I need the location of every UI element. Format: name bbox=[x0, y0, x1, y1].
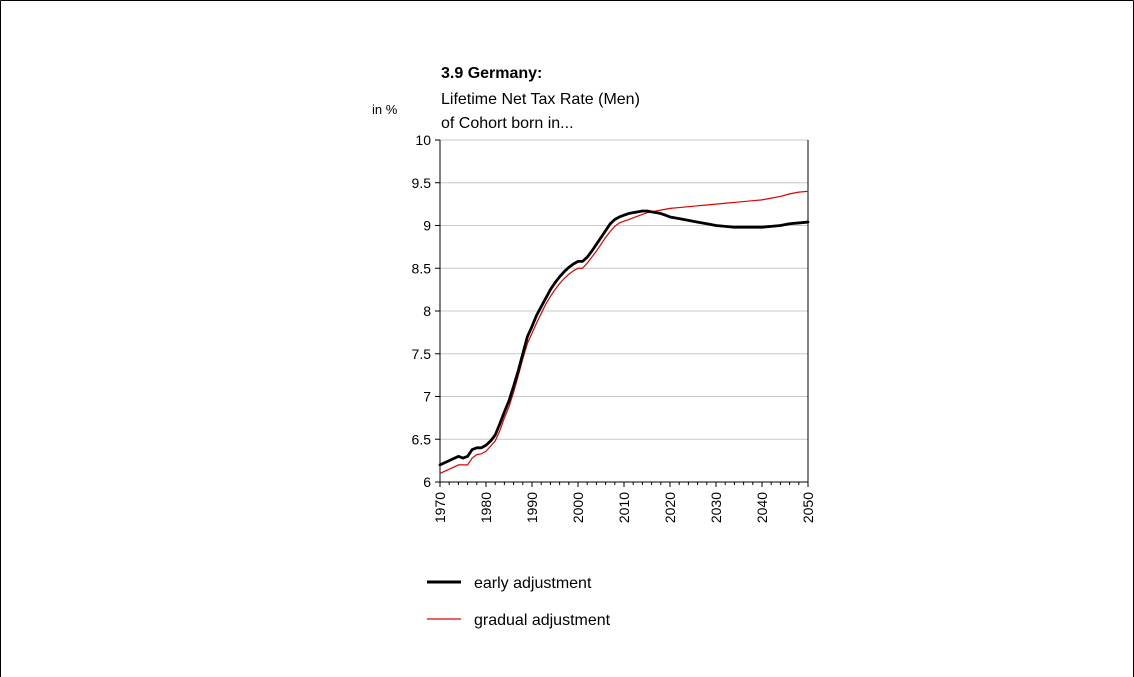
x-tick-label-8: 2050 bbox=[800, 492, 816, 523]
x-tick-label-0: 1970 bbox=[432, 492, 448, 523]
y-tick-label-1: 6.5 bbox=[412, 431, 432, 447]
series-line-early-adjustment bbox=[438, 209, 810, 467]
legend-label-early-adjustment: early adjustment bbox=[474, 575, 592, 592]
chart-subtitle-line-1: Lifetime Net Tax Rate (Men) bbox=[441, 91, 640, 108]
x-tick-label-3: 2000 bbox=[570, 492, 586, 523]
gridlines bbox=[440, 139, 808, 440]
y-tick-label-7: 9.5 bbox=[412, 175, 432, 191]
y-axis-unit-label: in % bbox=[372, 102, 398, 117]
x-tick-label-7: 2040 bbox=[754, 492, 770, 523]
y-tick-label-3: 7.5 bbox=[412, 346, 432, 362]
legend-label-gradual-adjustment: gradual adjustment bbox=[474, 612, 611, 629]
y-tick-label-5: 8.5 bbox=[412, 260, 432, 276]
x-axis-ticks: 1970 1980 1990 2000 2010 2020 2030 2040 2050 bbox=[432, 482, 816, 523]
chart-title: 3.9 Germany: bbox=[441, 65, 542, 82]
chart-subtitle-line-2: of Cohort born in... bbox=[441, 115, 574, 132]
y-tick-label-2: 7 bbox=[423, 389, 431, 405]
x-tick-label-5: 2020 bbox=[662, 492, 678, 523]
y-tick-label-6: 9 bbox=[423, 218, 431, 234]
y-axis-ticks: 6 6.5 7 7.5 8 8.5 9 9.5 10 bbox=[412, 132, 440, 490]
y-tick-label-4: 8 bbox=[423, 303, 431, 319]
x-tick-label-6: 2030 bbox=[708, 492, 724, 523]
x-tick-label-1: 1980 bbox=[478, 492, 494, 523]
y-tick-label-0: 6 bbox=[423, 474, 431, 490]
x-tick-label-2: 1990 bbox=[524, 492, 540, 523]
series-lines bbox=[438, 190, 810, 475]
y-tick-label-8: 10 bbox=[415, 132, 431, 148]
legend: early adjustment gradual adjustment bbox=[427, 575, 611, 629]
series-line-gradual-adjustment bbox=[439, 190, 809, 475]
x-tick-label-4: 2010 bbox=[616, 492, 632, 523]
